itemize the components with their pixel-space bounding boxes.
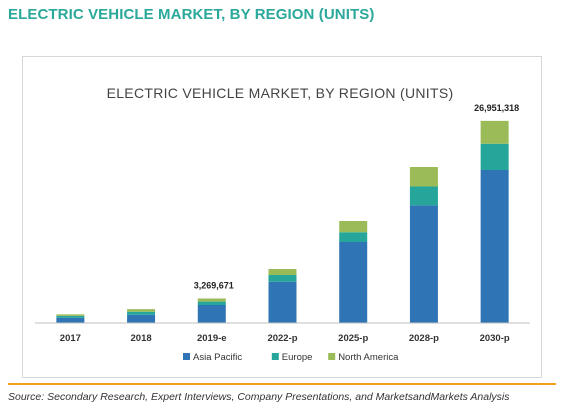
bar-north-america-2025-p xyxy=(339,221,368,233)
bar-europe-2030-p xyxy=(480,143,509,170)
bars-group xyxy=(56,120,509,323)
chart-title: ELECTRIC VEHICLE MARKET, BY REGION (UNIT… xyxy=(107,85,454,101)
bar-europe-2018 xyxy=(127,311,156,315)
legend-swatch-north-america xyxy=(328,353,336,360)
x-tick-label: 2025-p xyxy=(338,333,368,344)
source-divider xyxy=(8,383,556,385)
bar-europe-2019-e xyxy=(197,301,226,305)
bar-europe-2017 xyxy=(56,315,85,318)
bar-north-america-2018 xyxy=(127,309,156,312)
total-label: 3,269,671 xyxy=(194,280,234,290)
legend-label-asia-pacific: Asia Pacific xyxy=(193,352,242,363)
legend-swatch-europe xyxy=(271,353,279,360)
bar-north-america-2028-p xyxy=(409,167,438,187)
x-tick-label: 2030-p xyxy=(480,333,510,344)
bar-asia-pacific-2017 xyxy=(56,317,85,323)
bar-asia-pacific-2028-p xyxy=(409,205,438,323)
legend-label-europe: Europe xyxy=(282,352,313,363)
bar-asia-pacific-2030-p xyxy=(480,170,509,323)
bar-europe-2022-p xyxy=(268,275,297,282)
bar-asia-pacific-2022-p xyxy=(268,281,297,323)
bar-asia-pacific-2019-e xyxy=(197,305,226,323)
legend: Asia Pacific Europe North America xyxy=(183,352,399,363)
bar-europe-2025-p xyxy=(339,232,368,242)
bar-asia-pacific-2025-p xyxy=(339,242,368,323)
source-note: Source: Secondary Research, Expert Inter… xyxy=(8,391,510,403)
x-tick-label: 2018 xyxy=(131,333,152,344)
bar-north-america-2030-p xyxy=(480,120,509,144)
chart-panel xyxy=(22,56,542,378)
x-tick-labels: 2017 2018 2019-e 2022-p 2025-p 2028-p 2030-p xyxy=(60,333,510,344)
page-heading: ELECTRIC VEHICLE MARKET, BY REGION (UNIT… xyxy=(8,6,375,23)
x-tick-label: 2017 xyxy=(60,333,81,344)
bar-asia-pacific-2018 xyxy=(127,314,156,323)
bar-north-america-2019-e xyxy=(197,298,226,302)
x-tick-label: 2019-e xyxy=(197,333,227,344)
bar-north-america-2017 xyxy=(56,314,85,316)
x-tick-label: 2028-p xyxy=(409,333,439,344)
legend-swatch-asia-pacific xyxy=(183,353,190,360)
bar-europe-2028-p xyxy=(409,186,438,206)
total-labels: 3,269,671 26,951,318 xyxy=(194,103,519,291)
x-tick-label: 2022-p xyxy=(267,333,297,344)
total-label: 26,951,318 xyxy=(474,103,519,113)
bar-north-america-2022-p xyxy=(268,269,297,275)
legend-label-north-america: North America xyxy=(338,352,399,363)
